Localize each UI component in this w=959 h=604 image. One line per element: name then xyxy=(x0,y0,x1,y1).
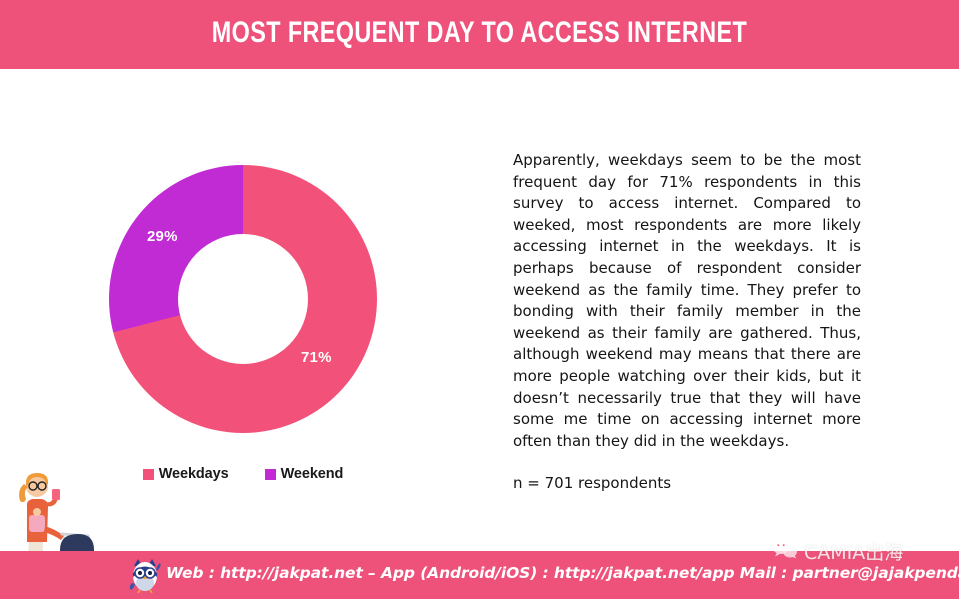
legend-label-weekdays: Weekdays xyxy=(158,466,229,482)
legend-swatch-weekdays xyxy=(142,468,154,480)
chart-legend: Weekdays Weekend xyxy=(109,466,377,482)
narrative-paragraph: Apparently, weekdays seem to be the most… xyxy=(513,151,861,450)
narrative-block: Apparently, weekdays seem to be the most… xyxy=(513,150,861,452)
legend-item-weekend: Weekend xyxy=(264,466,344,482)
footer-contact-line: Web : http://jakpat.net – App (Android/i… xyxy=(166,564,959,582)
watermark: CAMIA出海 xyxy=(772,538,903,565)
donut-chart: 29% 71% xyxy=(109,165,377,433)
slice-label-weekend: 29% xyxy=(147,228,178,245)
legend-item-weekdays: Weekdays xyxy=(142,466,229,482)
header-bar: MOST FREQUENT DAY TO ACCESS INTERNET xyxy=(0,0,959,69)
legend-label-weekend: Weekend xyxy=(280,466,344,482)
respondents-note: n = 701 respondents xyxy=(513,474,672,492)
wechat-icon xyxy=(772,539,798,564)
slice-label-weekdays: 71% xyxy=(301,349,332,366)
owl-mascot-icon xyxy=(128,557,162,594)
page-title: MOST FREQUENT DAY TO ACCESS INTERNET xyxy=(211,16,748,49)
donut-center-hole xyxy=(178,234,308,364)
footer-bar xyxy=(0,551,959,599)
watermark-label: CAMIA出海 xyxy=(804,542,904,564)
legend-swatch-weekend xyxy=(264,468,276,480)
